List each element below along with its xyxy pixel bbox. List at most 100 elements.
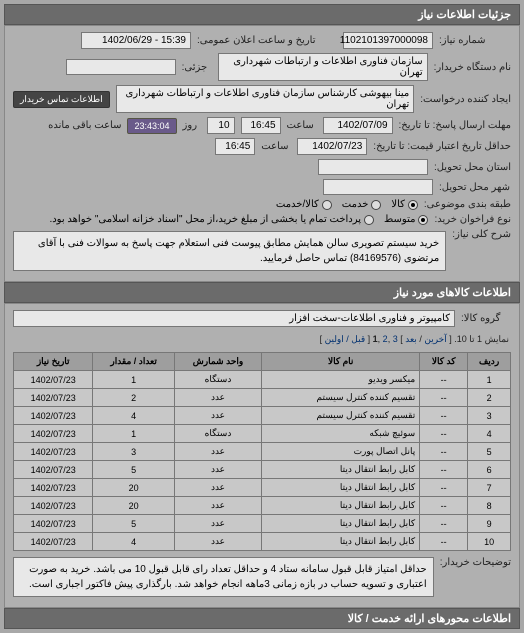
table-cell: 5 bbox=[93, 515, 175, 533]
pager-p3[interactable]: 3 bbox=[393, 334, 398, 344]
table-cell: عدد bbox=[174, 407, 261, 425]
call-note: پرداخت تمام یا بخشی از مبلغ خرید،از محل … bbox=[49, 214, 361, 225]
table-cell: کابل رابط انتقال دیتا bbox=[262, 533, 420, 551]
label-delivery: شهر محل تحویل: bbox=[439, 182, 511, 193]
value-requester: مینا بیهوشی کارشناس سازمان فناوری اطلاعا… bbox=[116, 85, 415, 113]
th-rownum: ردیف bbox=[468, 353, 511, 371]
pager-next[interactable]: بعد bbox=[405, 334, 417, 344]
pager-p2[interactable]: 2 bbox=[383, 334, 388, 344]
table-cell: -- bbox=[420, 407, 468, 425]
label-time-1: ساعت bbox=[287, 120, 317, 131]
table-cell: عدد bbox=[174, 533, 261, 551]
value-deadline-time: 16:45 bbox=[241, 117, 281, 134]
value-validity-time: 16:45 bbox=[215, 138, 255, 155]
table-cell: عدد bbox=[174, 389, 261, 407]
table-row[interactable]: 3--تقسیم کننده کنترل سیستمعدد41402/07/23 bbox=[14, 407, 511, 425]
table-cell: 4 bbox=[93, 533, 175, 551]
value-sub bbox=[66, 59, 176, 75]
table-cell: 6 bbox=[468, 461, 511, 479]
table-cell: -- bbox=[420, 443, 468, 461]
radio-label: متوسط bbox=[384, 214, 415, 225]
table-cell: 1402/07/23 bbox=[14, 407, 93, 425]
table-cell: 5 bbox=[468, 443, 511, 461]
call-type-group: متوسط پرداخت تمام یا بخشی از مبلغ خرید،ا… bbox=[49, 214, 428, 225]
table-cell: عدد bbox=[174, 479, 261, 497]
goods-table: ردیف کد کالا نام کالا واحد شمارش تعداد /… bbox=[13, 352, 511, 551]
table-row[interactable]: 1--میکسر ویدیودستگاه11402/07/23 bbox=[14, 371, 511, 389]
pkg-group: کالا خدمت کالا/خدمت bbox=[276, 199, 418, 210]
radio-icon bbox=[322, 200, 332, 210]
label-buyer: نام دستگاه خریدار: bbox=[434, 62, 511, 73]
pager-range: نمایش 1 تا 10. bbox=[454, 334, 509, 344]
table-cell: 2 bbox=[93, 389, 175, 407]
table-cell: تقسیم کننده کنترل سیستم bbox=[262, 407, 420, 425]
pager-first[interactable]: قبل / اولین bbox=[325, 334, 366, 344]
need-details-body: شماره نیاز: 1102101397000098 تاریخ و ساع… bbox=[4, 25, 520, 282]
label-province: استان محل تحویل: bbox=[434, 162, 511, 173]
footer-title: اطلاعات محورهای ارائه خدمت / کالا bbox=[348, 613, 511, 625]
value-announce: 15:39 - 1402/06/29 bbox=[81, 32, 191, 49]
label-pkg-group: طبقه بندی موضوعی: bbox=[424, 199, 511, 210]
table-row[interactable]: 8--کابل رابط انتقال دیتاعدد201402/07/23 bbox=[14, 497, 511, 515]
table-cell: 4 bbox=[468, 425, 511, 443]
table-row[interactable]: 7--کابل رابط انتقال دیتاعدد201402/07/23 bbox=[14, 479, 511, 497]
pager-last[interactable]: آخرین bbox=[424, 334, 446, 344]
table-cell: کابل رابط انتقال دیتا bbox=[262, 515, 420, 533]
th-unit: واحد شمارش bbox=[174, 353, 261, 371]
radio-pkg-a[interactable]: کالا bbox=[391, 199, 418, 210]
value-goods-group: کامپیوتر و فناوری اطلاعات-سخت افزار bbox=[13, 310, 455, 327]
radio-pkg-b[interactable]: خدمت bbox=[342, 199, 382, 210]
table-cell: 1402/07/23 bbox=[14, 425, 93, 443]
table-row[interactable]: 5--پانل اتصال پورتعدد31402/07/23 bbox=[14, 443, 511, 461]
label-announce: تاریخ و ساعت اعلان عمومی: bbox=[197, 35, 337, 46]
table-cell: 1402/07/23 bbox=[14, 371, 93, 389]
table-cell: عدد bbox=[174, 497, 261, 515]
th-date: تاریخ نیاز bbox=[14, 353, 93, 371]
section-header-goods: اطلاعات کالاهای مورد نیاز bbox=[4, 282, 520, 303]
pager-p1: 1 bbox=[373, 334, 378, 344]
table-row[interactable]: 9--کابل رابط انتقال دیتاعدد51402/07/23 bbox=[14, 515, 511, 533]
table-cell: دستگاه bbox=[174, 371, 261, 389]
th-qty: تعداد / مقدار bbox=[93, 353, 175, 371]
table-cell: 1402/07/23 bbox=[14, 515, 93, 533]
table-row[interactable]: 6--کابل رابط انتقال دیتاعدد51402/07/23 bbox=[14, 461, 511, 479]
section-title: جزئیات اطلاعات نیاز bbox=[418, 9, 511, 21]
table-row[interactable]: 10--کابل رابط انتقال دیتاعدد41402/07/23 bbox=[14, 533, 511, 551]
th-code: کد کالا bbox=[420, 353, 468, 371]
table-cell: 8 bbox=[468, 497, 511, 515]
table-cell: 1402/07/23 bbox=[14, 497, 93, 515]
radio-call-b[interactable]: پرداخت تمام یا بخشی از مبلغ خرید،از محل … bbox=[49, 214, 374, 225]
radio-label: کالا/خدمت bbox=[276, 199, 319, 210]
table-cell: 1402/07/23 bbox=[14, 443, 93, 461]
table-cell: پانل اتصال پورت bbox=[262, 443, 420, 461]
label-validity: حداقل تاریخ اعتبار قیمت: تا تاریخ: bbox=[373, 141, 511, 152]
radio-call-a[interactable]: متوسط bbox=[384, 214, 428, 225]
table-cell: 2 bbox=[468, 389, 511, 407]
goods-body: گروه کالا: کامپیوتر و فناوری اطلاعات-سخت… bbox=[4, 303, 520, 608]
radio-pkg-c[interactable]: کالا/خدمت bbox=[276, 199, 332, 210]
table-header-row: ردیف کد کالا نام کالا واحد شمارش تعداد /… bbox=[14, 353, 511, 371]
value-validity-date: 1402/07/23 bbox=[297, 138, 367, 155]
buyer-contact-button[interactable]: اطلاعات تماس خریدار bbox=[13, 91, 110, 108]
radio-label: کالا bbox=[391, 199, 405, 210]
table-cell: سوئیچ شبکه bbox=[262, 425, 420, 443]
label-deadline: مهلت ارسال پاسخ: تا تاریخ: bbox=[399, 120, 511, 131]
value-province bbox=[318, 159, 428, 175]
table-cell: 1 bbox=[93, 425, 175, 443]
table-cell: 7 bbox=[468, 479, 511, 497]
table-row[interactable]: 4--سوئیچ شبکهدستگاه11402/07/23 bbox=[14, 425, 511, 443]
table-cell: 4 bbox=[93, 407, 175, 425]
label-days: روز bbox=[183, 120, 201, 131]
table-cell: 3 bbox=[468, 407, 511, 425]
table-row[interactable]: 2--تقسیم کننده کنترل سیستمعدد21402/07/23 bbox=[14, 389, 511, 407]
table-cell: 3 bbox=[93, 443, 175, 461]
radio-icon bbox=[418, 215, 428, 225]
table-cell: -- bbox=[420, 479, 468, 497]
label-call-type: نوع فراخوان خرید: bbox=[434, 214, 511, 225]
label-notes: توضیحات خریدار: bbox=[440, 557, 511, 568]
table-cell: -- bbox=[420, 497, 468, 515]
value-delivery bbox=[323, 179, 433, 195]
value-notes: حداقل امتیاز قابل قبول سامانه ستاد 4 و ح… bbox=[13, 557, 434, 597]
value-summary: خرید سیستم تصویری سالن همایش مطابق پیوست… bbox=[13, 231, 446, 271]
value-buyer: سازمان فناوری اطلاعات و ارتباطات شهرداری… bbox=[218, 53, 428, 81]
